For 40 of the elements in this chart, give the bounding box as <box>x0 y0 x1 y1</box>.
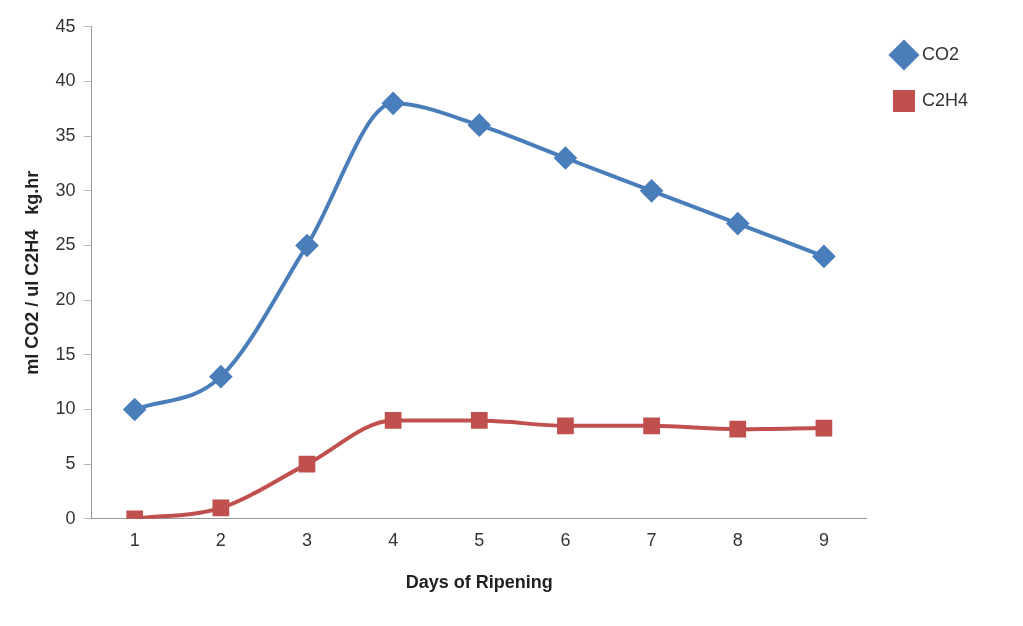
point <box>470 412 488 429</box>
x-tick-label: 9 <box>818 529 829 550</box>
y-tick-label: 20 <box>55 289 76 310</box>
x-tick-label: 4 <box>388 529 399 550</box>
legend-label: CO2 <box>921 43 959 64</box>
point <box>557 417 574 435</box>
x-tick-label: 2 <box>215 529 226 550</box>
x-tick-label: 6 <box>560 529 571 550</box>
point <box>123 398 146 421</box>
y-tick-label: 40 <box>55 70 76 91</box>
y-axis-title: ml CO2 / ul C2H4 kg.hr <box>21 170 42 375</box>
point <box>209 365 232 388</box>
y-tick-label: 25 <box>55 234 76 255</box>
point <box>382 92 405 115</box>
y-tick-label: 0 <box>65 507 76 528</box>
y-tick-label: 35 <box>55 125 76 146</box>
point <box>726 212 749 235</box>
y-tick-label: 15 <box>55 343 76 364</box>
point <box>296 234 318 257</box>
point <box>729 420 747 438</box>
point <box>554 147 577 169</box>
point <box>298 455 316 473</box>
point <box>212 499 230 517</box>
y-tick-label: 10 <box>55 398 76 419</box>
point <box>815 419 833 437</box>
y-tick-label: 5 <box>65 453 76 474</box>
point <box>640 179 663 202</box>
x-tick-label: 8 <box>732 529 743 550</box>
point <box>643 417 660 435</box>
x-tick-label: 1 <box>129 529 140 550</box>
point <box>384 412 402 429</box>
x-axis-title: Days of Ripening <box>405 572 553 593</box>
y-tick-label: 45 <box>55 15 76 36</box>
y-tick-label: 30 <box>55 179 76 200</box>
point <box>468 114 491 137</box>
x-tick-label: 7 <box>646 529 657 550</box>
x-tick-label: 3 <box>301 529 313 550</box>
x-tick-label: 5 <box>474 529 485 550</box>
legend-label: C2H4 <box>921 89 969 110</box>
point <box>812 245 835 268</box>
